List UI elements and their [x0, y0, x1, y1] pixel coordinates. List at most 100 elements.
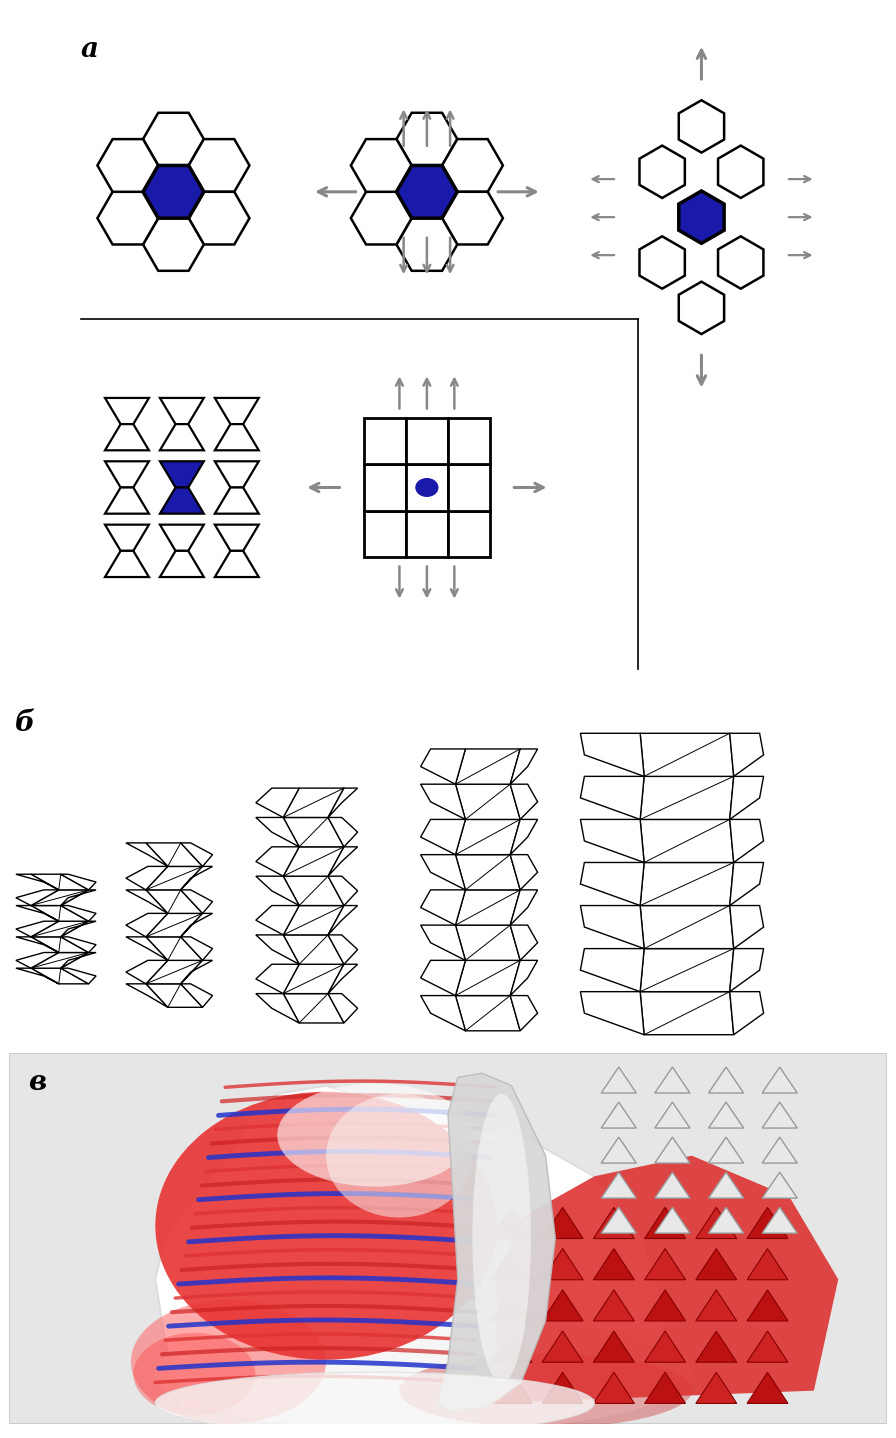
Polygon shape: [16, 938, 59, 952]
Polygon shape: [762, 1137, 797, 1163]
Bar: [364, 510, 406, 557]
Polygon shape: [328, 817, 358, 847]
Polygon shape: [593, 1248, 634, 1280]
Polygon shape: [729, 906, 763, 949]
Ellipse shape: [326, 1094, 472, 1218]
Polygon shape: [16, 968, 59, 984]
Polygon shape: [696, 1290, 737, 1322]
Polygon shape: [105, 424, 149, 450]
Polygon shape: [420, 890, 465, 925]
Polygon shape: [696, 1372, 737, 1403]
Polygon shape: [455, 820, 521, 854]
Polygon shape: [155, 1086, 668, 1418]
Polygon shape: [420, 820, 465, 854]
Polygon shape: [729, 820, 763, 863]
Polygon shape: [510, 854, 538, 890]
Polygon shape: [491, 1372, 532, 1403]
Polygon shape: [709, 1067, 744, 1093]
Polygon shape: [159, 525, 204, 551]
Polygon shape: [146, 913, 202, 938]
Polygon shape: [542, 1372, 583, 1403]
Polygon shape: [729, 949, 763, 992]
Polygon shape: [16, 906, 59, 922]
Polygon shape: [709, 1172, 744, 1198]
Polygon shape: [98, 191, 159, 244]
Polygon shape: [126, 961, 168, 984]
Polygon shape: [328, 847, 358, 876]
Polygon shape: [328, 994, 358, 1022]
Polygon shape: [581, 906, 644, 949]
Polygon shape: [105, 525, 149, 551]
Polygon shape: [655, 1067, 690, 1093]
Polygon shape: [30, 968, 89, 984]
Polygon shape: [729, 733, 763, 777]
Polygon shape: [283, 847, 344, 876]
Polygon shape: [581, 777, 644, 820]
Polygon shape: [601, 1067, 636, 1093]
Polygon shape: [181, 938, 212, 961]
Polygon shape: [455, 784, 521, 820]
Polygon shape: [718, 145, 763, 198]
Polygon shape: [491, 1208, 532, 1238]
Polygon shape: [105, 398, 149, 424]
Polygon shape: [215, 398, 259, 424]
Polygon shape: [510, 890, 538, 925]
Polygon shape: [61, 922, 96, 938]
Polygon shape: [510, 784, 538, 820]
Polygon shape: [601, 1102, 636, 1127]
Polygon shape: [256, 994, 299, 1022]
Polygon shape: [126, 913, 168, 938]
Polygon shape: [61, 938, 96, 952]
Polygon shape: [283, 876, 344, 906]
Polygon shape: [640, 820, 734, 863]
Polygon shape: [256, 965, 299, 994]
Polygon shape: [696, 1332, 737, 1362]
Polygon shape: [283, 965, 344, 994]
Ellipse shape: [155, 1316, 692, 1432]
Polygon shape: [747, 1208, 788, 1238]
Polygon shape: [189, 191, 249, 244]
Polygon shape: [709, 1208, 744, 1234]
Polygon shape: [420, 784, 465, 820]
Polygon shape: [30, 938, 89, 952]
Polygon shape: [283, 935, 344, 965]
Polygon shape: [640, 733, 734, 777]
Polygon shape: [126, 938, 168, 961]
Polygon shape: [256, 876, 299, 906]
Bar: [448, 418, 490, 464]
Polygon shape: [16, 890, 59, 906]
Polygon shape: [709, 1137, 744, 1163]
Polygon shape: [159, 551, 204, 577]
Polygon shape: [105, 487, 149, 513]
Polygon shape: [126, 984, 168, 1007]
Polygon shape: [146, 984, 202, 1007]
Polygon shape: [491, 1248, 532, 1280]
Text: б: б: [15, 710, 35, 736]
Bar: [406, 510, 448, 557]
Polygon shape: [98, 139, 159, 191]
Polygon shape: [762, 1067, 797, 1093]
Polygon shape: [283, 817, 344, 847]
Text: а: а: [81, 36, 99, 62]
Polygon shape: [640, 906, 734, 949]
Polygon shape: [510, 925, 538, 961]
Polygon shape: [644, 1290, 685, 1322]
Polygon shape: [328, 906, 358, 935]
Polygon shape: [159, 398, 204, 424]
Polygon shape: [146, 938, 202, 961]
Polygon shape: [455, 995, 521, 1031]
Bar: [364, 418, 406, 464]
Polygon shape: [442, 191, 503, 244]
Polygon shape: [644, 1208, 685, 1238]
Polygon shape: [696, 1248, 737, 1280]
Polygon shape: [496, 1156, 839, 1403]
Polygon shape: [679, 191, 724, 243]
Polygon shape: [215, 525, 259, 551]
Polygon shape: [143, 165, 204, 219]
Polygon shape: [593, 1208, 634, 1238]
Polygon shape: [601, 1208, 636, 1234]
Polygon shape: [181, 961, 212, 984]
Polygon shape: [126, 866, 168, 890]
Polygon shape: [181, 913, 212, 938]
Polygon shape: [181, 843, 212, 866]
